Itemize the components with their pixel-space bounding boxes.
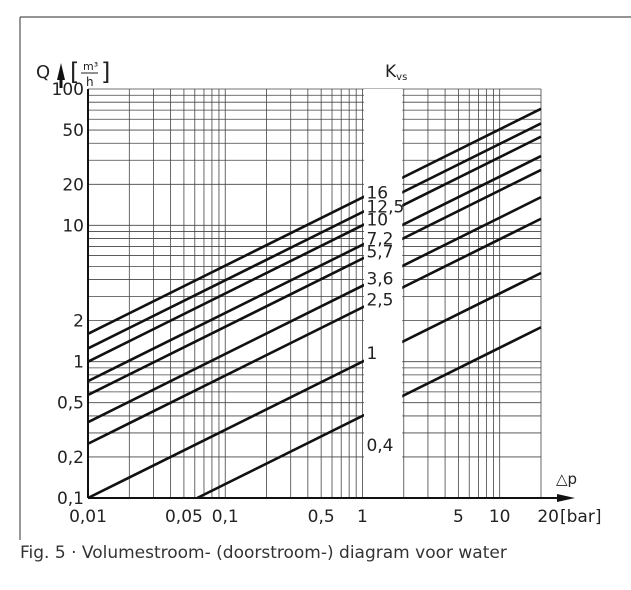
y-axis-arrowhead — [57, 63, 65, 80]
series-label: 12,5 — [366, 198, 404, 218]
y-tick-label: 50 — [62, 121, 84, 141]
x-tick-label: 1 — [357, 507, 368, 527]
y-axis-label: Q — [36, 62, 50, 83]
series-label: 1 — [366, 344, 377, 364]
series-header-subscript: vs — [396, 72, 407, 83]
series-line — [87, 122, 542, 350]
series-label: 2,5 — [366, 290, 393, 310]
y-unit-denominator: h — [86, 75, 94, 89]
y-tick-label: 20 — [62, 175, 84, 195]
series-line — [87, 195, 542, 424]
series-line — [87, 107, 542, 336]
x-tick-label: 10 — [489, 507, 511, 527]
y-tick-label: 1 — [73, 353, 84, 373]
series-header-label: Kvs — [385, 62, 407, 83]
x-axis-unit: [bar] — [560, 507, 601, 527]
x-axis-label: △p — [556, 470, 577, 488]
series-label: 10 — [366, 210, 388, 230]
y-tick-label: 0,2 — [57, 448, 84, 468]
figure-caption: Fig. 5 · Volumestroom- (doorstroom-) dia… — [20, 543, 507, 563]
series-line — [87, 135, 542, 363]
y-unit-bracket-left: [ — [70, 58, 79, 86]
x-tick-labels: 0,01 0,05 0,1 0,5 1 5 10 20 — [69, 507, 559, 527]
x-tick-label: 0,01 — [69, 507, 107, 527]
y-tick-label: 0,5 — [57, 394, 84, 414]
axes — [57, 63, 575, 502]
flow-chart: 0,01 0,05 0,1 0,5 1 5 10 20 0,10,20,51210205010… — [19, 16, 631, 540]
y-tick-label: 100 — [52, 80, 84, 100]
y-tick-label: 10 — [62, 216, 84, 236]
series-line — [87, 271, 542, 500]
series-label: 0,4 — [366, 436, 393, 456]
x-tick-label: 0,05 — [165, 507, 203, 527]
y-unit-bracket-right: ] — [101, 58, 110, 86]
series-label: 7,2 — [366, 229, 393, 249]
x-tick-label: 0,1 — [212, 507, 239, 527]
series-line — [87, 168, 542, 397]
x-tick-label: 5 — [453, 507, 464, 527]
series-label: 16 — [366, 184, 388, 204]
series-label: 5,7 — [366, 243, 393, 263]
x-tick-label: 0,5 — [308, 507, 335, 527]
grid — [87, 88, 542, 499]
gap-mask — [363, 89, 403, 498]
series-line — [87, 154, 542, 383]
series-label: 3,6 — [366, 269, 393, 289]
x-tick-label: 20 — [537, 507, 559, 527]
y-tick-labels: 0,1 0,2 0,5 1 2 10 20 50 100 — [52, 80, 84, 509]
x-axis-arrowhead — [557, 494, 575, 502]
y-tick-label: 2 — [73, 312, 84, 332]
series-line — [87, 217, 542, 445]
y-tick-label: 0,1 — [57, 489, 84, 509]
y-unit-numerator: m³ — [83, 60, 98, 73]
series-lines — [87, 107, 542, 500]
